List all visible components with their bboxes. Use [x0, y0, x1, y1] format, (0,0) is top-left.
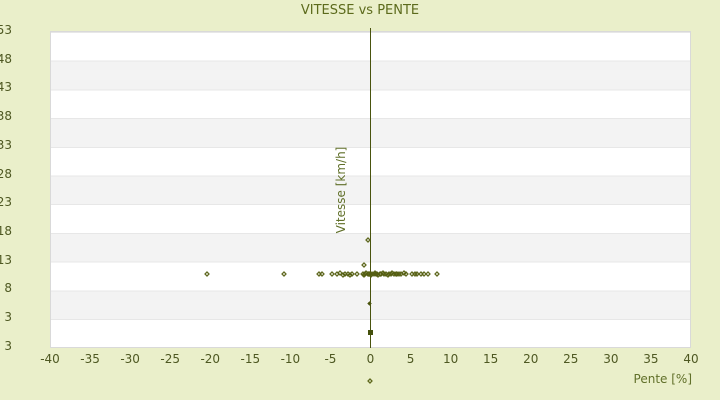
y-axis-zero-line: [370, 28, 371, 348]
x-axis-title: Pente [%]: [633, 372, 692, 386]
x-tick-label: 10: [442, 352, 459, 366]
y-tick-label: 3: [4, 310, 12, 324]
x-tick-label: 0: [366, 352, 375, 366]
x-tick-label: 35: [643, 352, 659, 366]
x-tick-label: -40: [40, 352, 60, 366]
y-tick-label: 38: [0, 109, 12, 124]
y-tick-label: 28: [0, 166, 12, 181]
y-tick-label: 23: [0, 195, 12, 210]
data-point: [368, 329, 373, 335]
x-tick-label: -25: [160, 352, 180, 366]
x-tick-label: -30: [120, 352, 140, 366]
x-tick-label: 25: [563, 352, 579, 366]
x-tick-label: 15: [483, 352, 499, 366]
x-tick-label: -5: [324, 352, 337, 366]
y-tick-label: 43: [0, 80, 12, 95]
y-tick-label: 8: [4, 281, 12, 296]
y-tick-label: 53: [0, 23, 12, 37]
y-tick-label: 33: [0, 137, 12, 152]
y-tick-label: 18: [0, 223, 12, 238]
x-tick-label: 20: [523, 352, 539, 366]
x-tick-label: -35: [80, 352, 100, 366]
y-tick-label: 3: [4, 338, 12, 353]
y-tick-label: 13: [0, 252, 12, 267]
y-axis-tick-labels: 53 48 43 38 33 28 23 18 13 8 3 3: [0, 23, 12, 353]
x-tick-label: -10: [280, 352, 301, 366]
data-point: [367, 377, 373, 384]
x-tick-label: 30: [603, 352, 619, 366]
x-axis-tick-labels: -40 -35 -30 -25 -20 -15 -10 -5 0 5 10 15 20 25 30 35 40: [0, 352, 720, 368]
y-axis-title-text: Vitesse [km/h]: [334, 146, 348, 234]
chart-title: VITESSE vs PENTE: [300, 3, 420, 18]
x-tick-label: 40: [683, 352, 699, 366]
y-tick-label: 48: [0, 51, 12, 66]
x-tick-label: -20: [200, 352, 221, 366]
x-tick-label: -15: [240, 352, 261, 366]
x-tick-label: 5: [406, 352, 415, 366]
